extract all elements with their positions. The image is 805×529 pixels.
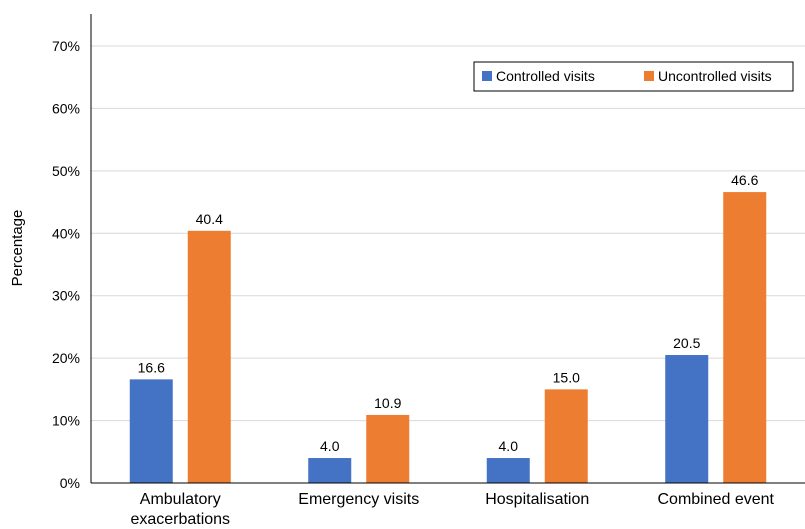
y-axis-title: Percentage [9,210,26,287]
legend-label: Uncontrolled visits [658,68,772,84]
bar-controlled [129,379,173,483]
bar-uncontrolled [366,414,410,483]
y-tick-label: 10% [52,413,80,429]
x-category-label: Emergency visits [298,491,419,508]
y-tick-label: 60% [52,100,80,116]
bar-controlled [665,355,709,483]
y-tick-label: 0% [60,475,80,491]
x-category-label: Combined event [657,491,774,508]
x-category-label: Ambulatory [140,491,221,508]
bar-uncontrolled [187,230,231,483]
legend-box [473,61,794,92]
bar-uncontrolled [544,389,588,483]
x-category-label: Hospitalisation [485,491,589,508]
data-label: 16.6 [138,359,165,375]
y-tick-labels: 0% 10% 20% 30% 40% 50% 60% 70% [52,38,80,491]
data-label: 4.0 [320,438,340,454]
x-category-labels: Ambulatory exacerbations Emergency visits H… [130,491,774,528]
legend-label: Controlled visits [496,68,595,84]
y-tick-label: 30% [52,288,80,304]
legend-swatch [644,71,654,81]
bar-uncontrolled [723,192,767,483]
y-tick-label: 70% [52,38,80,54]
y-tick-label: 20% [52,350,80,366]
legend: Controlled visits Uncontrolled visits [473,61,794,92]
data-labels: 16.6 40.4 4.0 10.9 4.0 15.0 20.5 46.6 [138,172,759,454]
bars [129,192,767,483]
y-tick-label: 50% [52,163,80,179]
data-label: 46.6 [731,172,758,188]
data-label: 10.9 [374,395,401,411]
data-label: 20.5 [673,335,700,351]
data-label: 15.0 [553,369,580,385]
bar-controlled [308,458,352,483]
legend-swatch [482,71,492,81]
bar-controlled [486,458,530,483]
data-label: 4.0 [499,438,519,454]
y-tick-label: 40% [52,225,80,241]
data-label: 40.4 [196,211,223,227]
x-category-label: exacerbations [130,511,230,528]
